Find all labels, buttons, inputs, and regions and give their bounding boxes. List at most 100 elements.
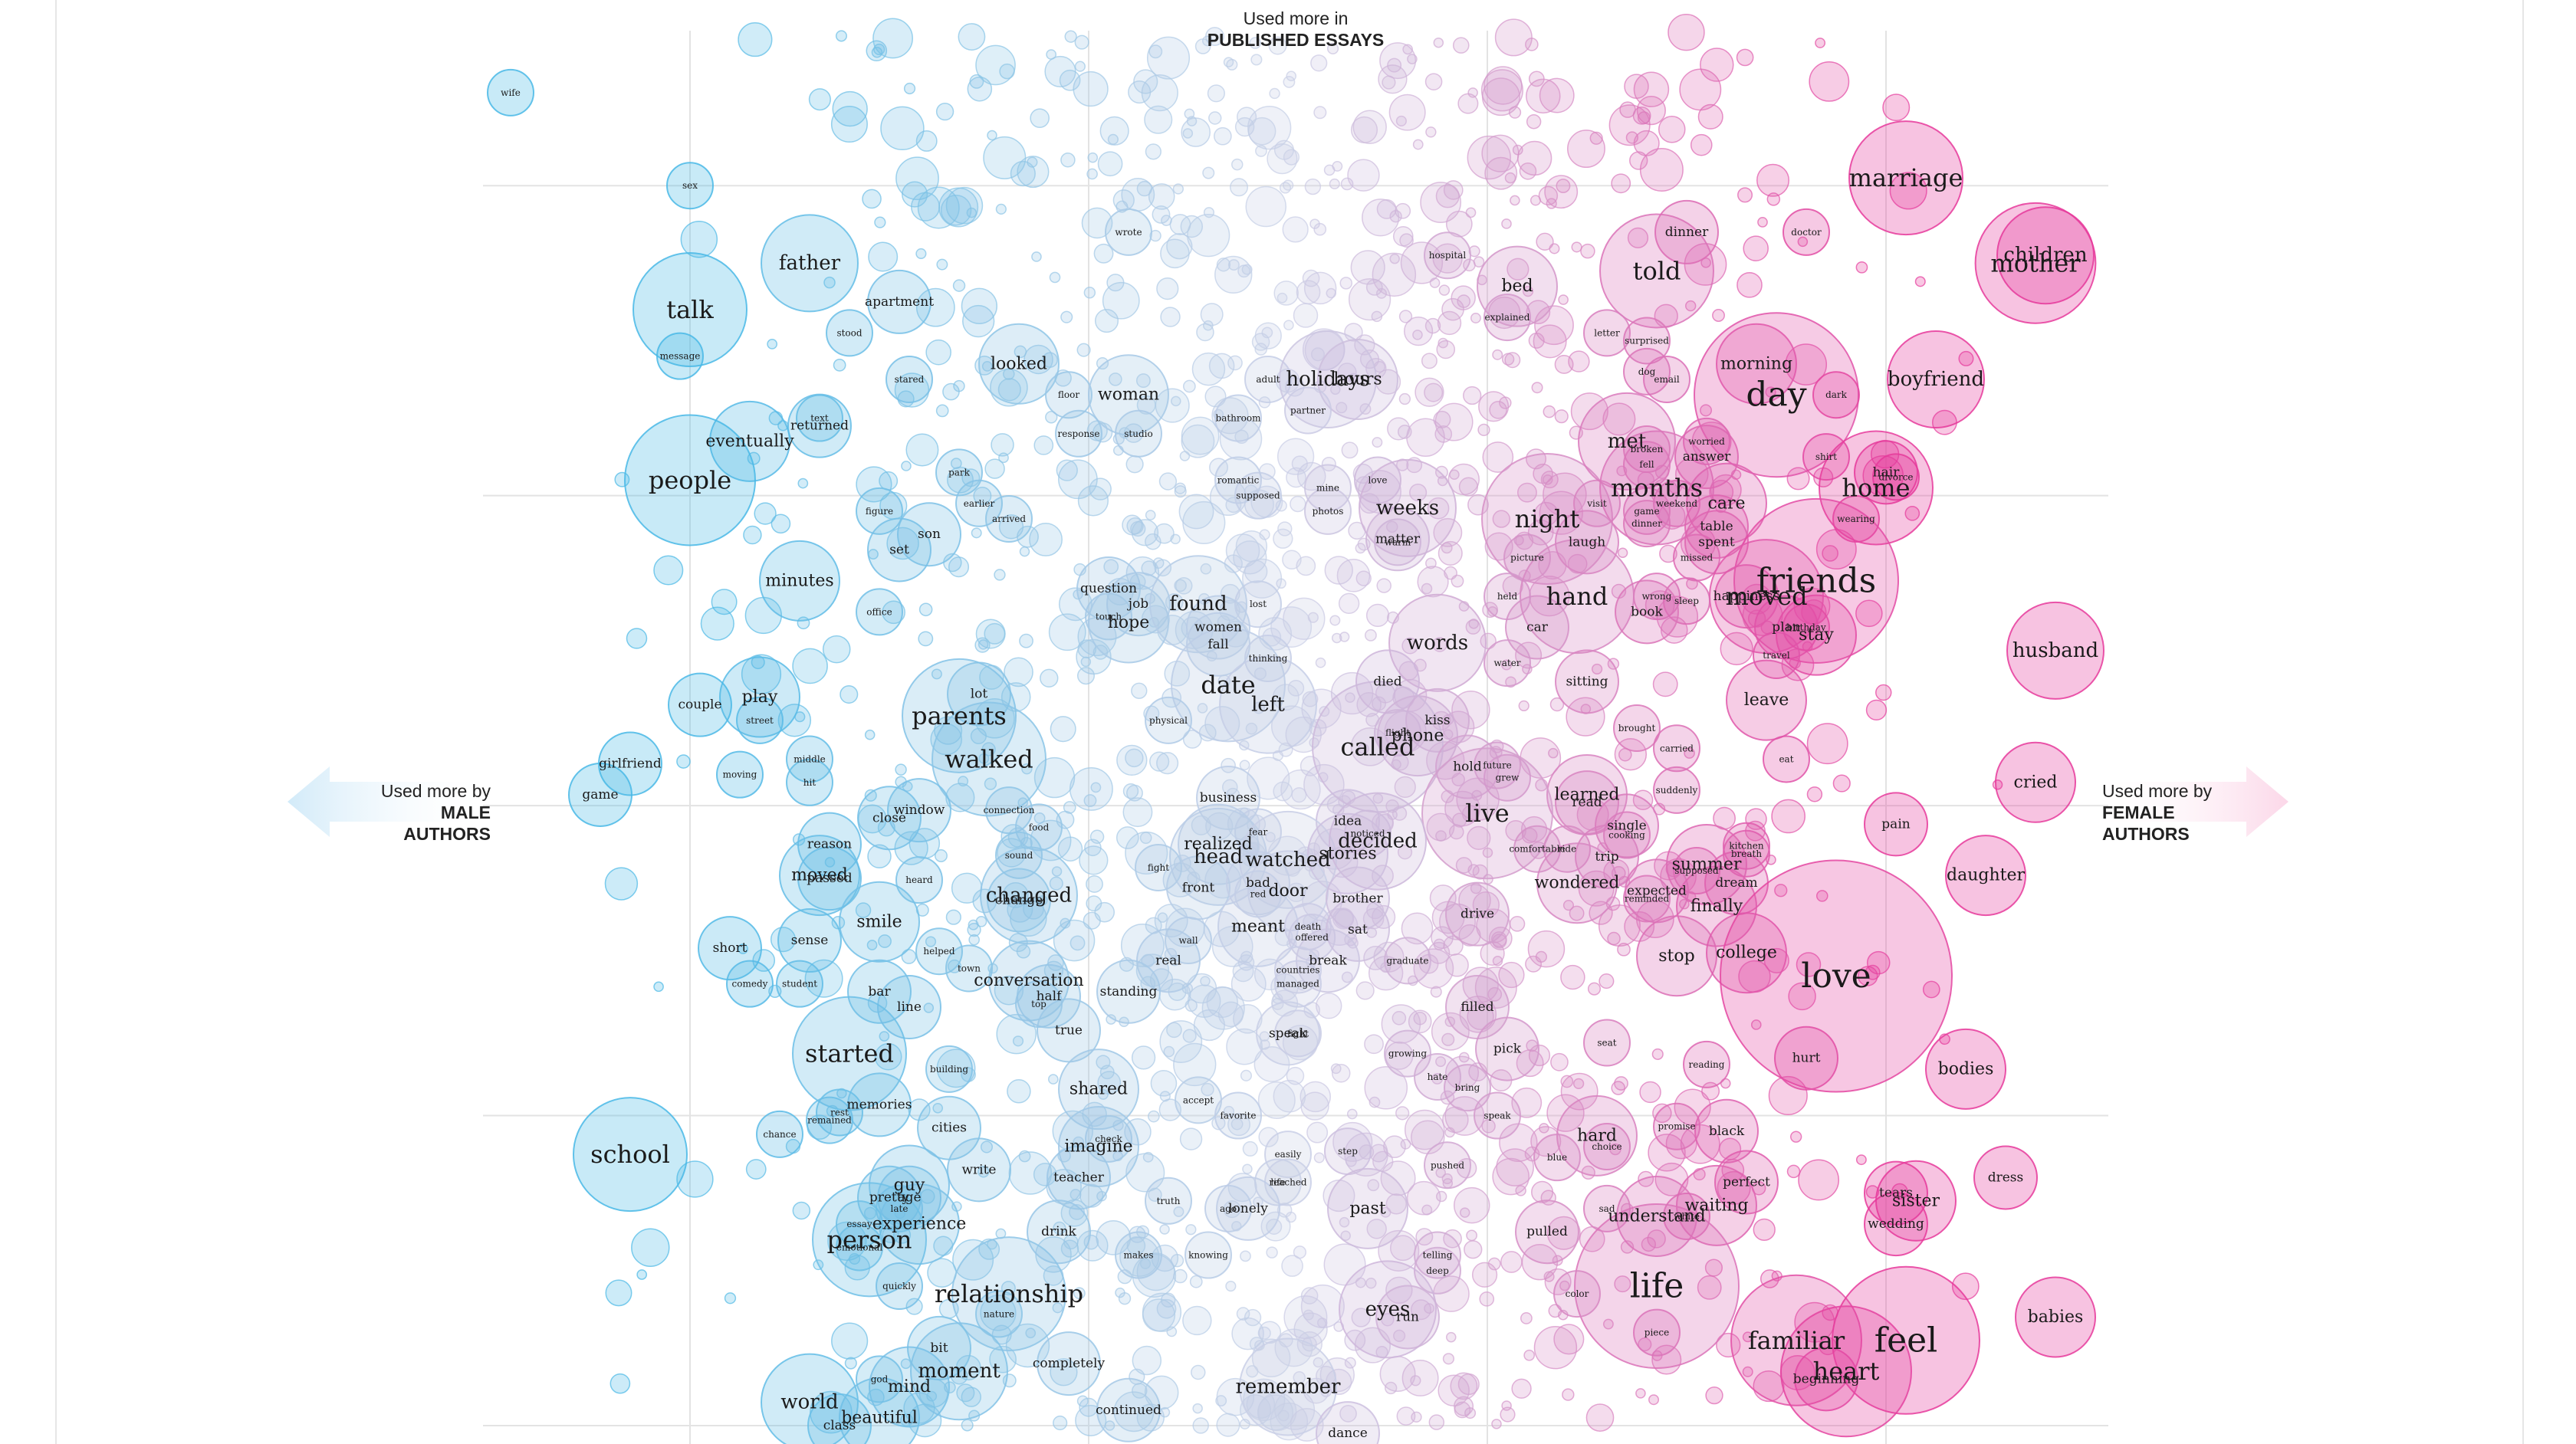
filler-bubble xyxy=(1102,281,1140,320)
bubble-label: teacher xyxy=(1053,1170,1105,1185)
bubble-told xyxy=(1599,213,1714,329)
filler-bubble xyxy=(1788,982,1816,1011)
filler-bubble xyxy=(1276,292,1288,304)
filler-bubble xyxy=(862,189,882,209)
bubble-dinner xyxy=(1623,500,1671,548)
filler-bubble xyxy=(1070,935,1086,951)
filler-bubble xyxy=(1166,1022,1182,1039)
filler-bubble xyxy=(1607,931,1621,946)
filler-bubble xyxy=(1131,682,1148,699)
bubble-pick xyxy=(1475,1016,1539,1081)
bubble-label: told xyxy=(1633,256,1681,285)
filler-bubble xyxy=(1142,1298,1176,1332)
filler-bubble xyxy=(1546,1216,1581,1250)
filler-bubble xyxy=(1651,1048,1664,1060)
filler-bubble xyxy=(894,372,930,408)
filler-bubble xyxy=(1279,1333,1293,1347)
bubble-label: missed xyxy=(1681,553,1714,563)
filler-bubble xyxy=(1245,185,1287,228)
filler-bubble xyxy=(1401,637,1419,655)
filler-bubble xyxy=(1144,105,1173,134)
bubble-label: sex xyxy=(682,180,698,191)
filler-bubble xyxy=(680,221,718,258)
bubble-label: comedy xyxy=(732,979,768,989)
filler-bubble xyxy=(1364,1034,1384,1055)
filler-bubble xyxy=(1566,697,1605,737)
bubble-label: found xyxy=(1169,592,1227,615)
filler-bubble xyxy=(1714,500,1727,514)
bubble-building xyxy=(925,1045,973,1093)
filler-bubble xyxy=(1093,243,1114,264)
filler-bubble xyxy=(1467,87,1478,98)
filler-bubble xyxy=(1086,168,1098,180)
filler-bubble xyxy=(1221,779,1238,796)
filler-bubble xyxy=(966,207,978,218)
filler-bubble xyxy=(1559,1280,1570,1291)
filler-bubble xyxy=(743,525,762,545)
filler-bubble xyxy=(1639,148,1684,192)
filler-bubble xyxy=(1576,798,1609,832)
filler-bubble xyxy=(880,106,925,151)
filler-bubble xyxy=(1652,671,1678,697)
filler-bubble xyxy=(770,927,797,953)
filler-bubble xyxy=(1509,916,1526,932)
filler-bubble xyxy=(872,18,913,59)
filler-bubble xyxy=(1743,235,1769,261)
filler-bubble xyxy=(1705,1386,1723,1405)
bubble-label: grew xyxy=(1496,773,1520,783)
bubble-arrived xyxy=(985,495,1033,543)
filler-bubble xyxy=(777,704,812,737)
filler-bubble xyxy=(1273,528,1293,549)
filler-bubble xyxy=(605,1279,632,1307)
bubble-met xyxy=(1578,392,1676,491)
bubble-standing xyxy=(1096,959,1161,1024)
right-note-line2: FEMALE xyxy=(2102,802,2175,822)
bubble-visit xyxy=(1573,479,1621,527)
bubble-life xyxy=(1574,1203,1740,1369)
filler-bubble xyxy=(1232,960,1254,983)
bubble-label: learned xyxy=(1555,785,1620,804)
bubble-label: dinner xyxy=(1631,518,1662,529)
filler-bubble xyxy=(1260,1211,1291,1242)
bubble-hard xyxy=(1556,1094,1638,1177)
filler-bubble xyxy=(1182,1029,1197,1043)
bubble-label: bodies xyxy=(1938,1059,1994,1078)
filler-bubble xyxy=(1392,1010,1407,1026)
bubble-label: cities xyxy=(932,1121,967,1136)
filler-bubble xyxy=(935,404,949,418)
filler-bubble xyxy=(1273,281,1299,306)
filler-bubble xyxy=(1608,104,1651,146)
bubble-deep xyxy=(1414,1246,1461,1295)
filler-bubble xyxy=(1221,757,1236,773)
bubble-label: fall xyxy=(1208,637,1228,652)
filler-bubble xyxy=(1337,363,1357,382)
filler-bubble xyxy=(1148,1187,1162,1202)
filler-bubble xyxy=(1230,1117,1244,1131)
filler-bubble xyxy=(1368,956,1404,991)
bubble-words xyxy=(1388,593,1487,692)
filler-bubble xyxy=(1525,955,1543,973)
filler-bubble xyxy=(1904,506,1921,521)
filler-bubble xyxy=(1220,583,1240,604)
filler-bubble xyxy=(1269,87,1280,100)
bubble-label: helped xyxy=(923,946,955,957)
filler-bubble xyxy=(1257,1081,1296,1119)
filler-bubble xyxy=(1533,1326,1578,1370)
filler-bubble xyxy=(1004,657,1033,688)
bubble-book xyxy=(1615,579,1679,645)
filler-bubble xyxy=(1283,149,1300,166)
filler-bubble xyxy=(968,934,980,946)
filler-bubble xyxy=(1501,218,1512,229)
filler-bubble xyxy=(1236,1307,1250,1321)
bubble-label: birthday xyxy=(1786,622,1826,633)
bubble-label: kiss xyxy=(1424,713,1450,728)
filler-bubble xyxy=(1126,1236,1146,1255)
bubble-label: black xyxy=(1709,1124,1745,1139)
filler-bubble xyxy=(1019,546,1030,557)
filler-bubble xyxy=(1700,48,1734,82)
filler-bubble xyxy=(1213,126,1232,146)
bubble-label: conversation xyxy=(974,971,1083,990)
filler-bubble xyxy=(1163,1045,1175,1058)
filler-bubble xyxy=(1891,1183,1908,1200)
filler-bubble xyxy=(1074,61,1086,72)
